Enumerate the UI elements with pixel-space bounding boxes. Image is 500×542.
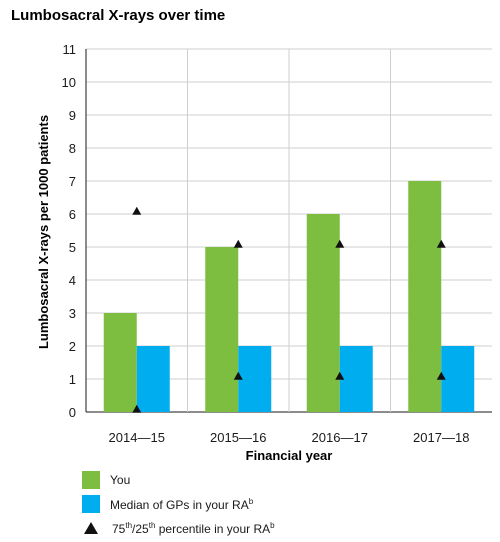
marker-25th-percentile [132, 404, 142, 413]
x-tick-label: 2016—17 [312, 430, 368, 445]
marker-75th-percentile [436, 239, 446, 248]
triangle-icon [84, 522, 98, 534]
marker-25th-percentile [335, 371, 345, 380]
marker-75th-percentile [132, 206, 142, 215]
y-tick-label: 9 [69, 108, 76, 123]
y-tick-label: 3 [69, 306, 76, 321]
y-tick-label: 1 [69, 372, 76, 387]
bar-you [408, 181, 442, 412]
legend-label-median: Median of GPs in your RAb [110, 496, 254, 512]
x-tick-label: 2015—16 [210, 430, 266, 445]
legend-item-percentile: 75th/25th percentile in your RAb [82, 518, 275, 538]
y-tick-label: 2 [69, 339, 76, 354]
bar-you [103, 313, 137, 412]
bar-you [205, 247, 239, 412]
marker-25th-percentile [436, 371, 446, 380]
legend-item-median: Median of GPs in your RAb [82, 494, 275, 514]
bar-median [339, 346, 373, 412]
bar-median [441, 346, 475, 412]
chart-title: Lumbosacral X-rays over time [11, 7, 225, 24]
marker-75th-percentile [233, 239, 243, 248]
chart: Lumbosacral X-rays over time Lumbosacral… [11, 7, 492, 463]
x-axis-title: Financial year [246, 448, 333, 463]
x-tick-label: 2017—18 [413, 430, 469, 445]
y-tick-label: 0 [69, 405, 76, 420]
y-tick-label: 4 [69, 273, 76, 288]
x-tick-label: 2014—15 [109, 430, 165, 445]
y-tick-label: 10 [62, 75, 76, 90]
y-tick-label: 7 [69, 174, 76, 189]
y-axis-title: Lumbosacral X-rays per 1000 patients [36, 115, 51, 349]
legend-swatch-you [82, 471, 100, 489]
y-tick-label: 8 [69, 141, 76, 156]
marker-25th-percentile [233, 371, 243, 380]
y-tick-label: 6 [69, 207, 76, 222]
legend-item-you: You [82, 470, 275, 490]
legend: You Median of GPs in your RAb 75th/25th … [82, 470, 275, 542]
marker-75th-percentile [335, 239, 345, 248]
legend-label-you: You [110, 473, 131, 487]
legend-swatch-median [82, 495, 100, 513]
y-tick-label: 5 [69, 240, 76, 255]
bar-median [136, 346, 170, 412]
y-tick-label: 11 [63, 42, 77, 57]
bar-you [306, 214, 340, 412]
bar-median [238, 346, 272, 412]
legend-label-percentile: 75th/25th percentile in your RAb [112, 520, 275, 536]
